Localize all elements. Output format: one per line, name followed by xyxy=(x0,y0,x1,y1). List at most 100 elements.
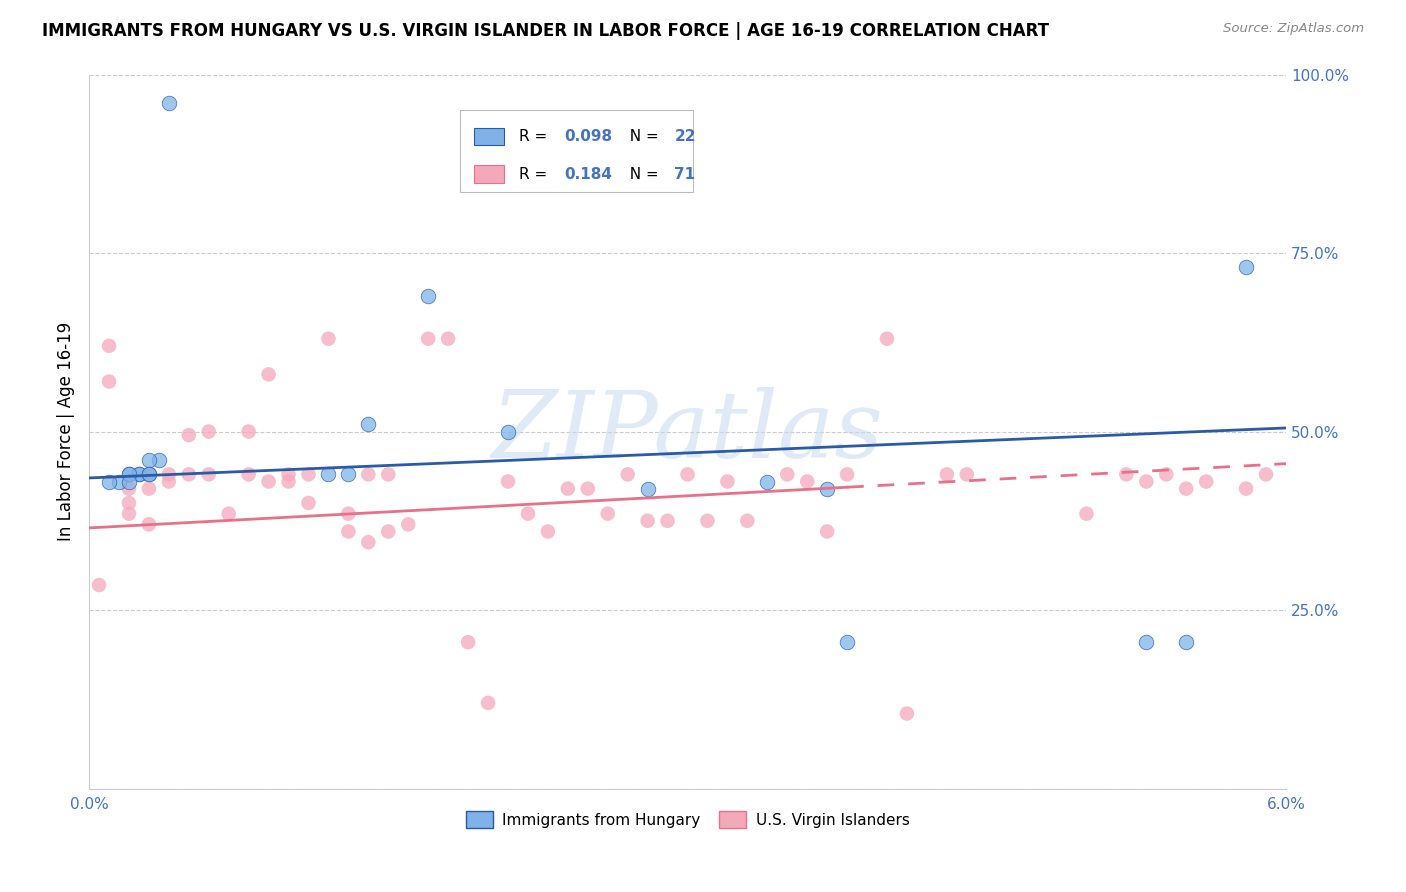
Point xyxy=(457,635,479,649)
Text: N =: N = xyxy=(620,129,664,144)
Point xyxy=(277,475,299,489)
Point xyxy=(418,332,440,346)
Point xyxy=(1135,475,1157,489)
Point xyxy=(477,696,499,710)
Point xyxy=(257,368,280,382)
Point xyxy=(337,467,360,482)
Point xyxy=(98,339,121,353)
Point xyxy=(657,514,679,528)
Point xyxy=(418,289,440,303)
Point xyxy=(157,467,180,482)
Point xyxy=(337,524,360,539)
Point xyxy=(496,425,519,439)
Point xyxy=(396,517,419,532)
Point xyxy=(1175,482,1198,496)
Y-axis label: In Labor Force | Age 16-19: In Labor Force | Age 16-19 xyxy=(58,322,75,541)
Point xyxy=(157,475,180,489)
Point xyxy=(108,475,131,489)
Point xyxy=(696,514,718,528)
Point xyxy=(1135,635,1157,649)
Point xyxy=(118,467,141,482)
Point xyxy=(377,524,399,539)
FancyBboxPatch shape xyxy=(460,111,693,193)
Point xyxy=(437,332,460,346)
Point xyxy=(138,453,160,467)
Point xyxy=(297,496,319,510)
Text: IMMIGRANTS FROM HUNGARY VS U.S. VIRGIN ISLANDER IN LABOR FORCE | AGE 16-19 CORRE: IMMIGRANTS FROM HUNGARY VS U.S. VIRGIN I… xyxy=(42,22,1049,40)
Point xyxy=(138,517,160,532)
Point xyxy=(496,475,519,489)
Point xyxy=(815,482,838,496)
Point xyxy=(835,635,858,649)
Point xyxy=(956,467,979,482)
FancyBboxPatch shape xyxy=(474,128,505,145)
Point xyxy=(815,524,838,539)
Point xyxy=(776,467,799,482)
Point xyxy=(297,467,319,482)
Point xyxy=(935,467,957,482)
Point xyxy=(337,507,360,521)
Point xyxy=(357,417,380,432)
Point xyxy=(557,482,579,496)
Point xyxy=(118,507,141,521)
Point xyxy=(197,467,219,482)
Text: R =: R = xyxy=(519,167,557,182)
Point xyxy=(756,475,779,489)
Point xyxy=(876,332,898,346)
Point xyxy=(277,467,299,482)
FancyBboxPatch shape xyxy=(474,165,505,183)
Text: 71: 71 xyxy=(675,167,696,182)
Point xyxy=(148,453,170,467)
Point xyxy=(118,475,141,489)
Point xyxy=(218,507,240,521)
Point xyxy=(357,467,380,482)
Point xyxy=(1234,260,1257,275)
Text: Source: ZipAtlas.com: Source: ZipAtlas.com xyxy=(1223,22,1364,36)
Point xyxy=(716,475,738,489)
Point xyxy=(138,467,160,482)
Point xyxy=(616,467,638,482)
Point xyxy=(118,496,141,510)
Point xyxy=(1175,635,1198,649)
Point xyxy=(1076,507,1098,521)
Point xyxy=(737,514,759,528)
Point xyxy=(128,467,150,482)
Point xyxy=(98,375,121,389)
Point xyxy=(896,706,918,721)
Point xyxy=(87,578,110,592)
Text: ZIPatlas: ZIPatlas xyxy=(492,386,883,476)
Point xyxy=(835,467,858,482)
Point xyxy=(596,507,619,521)
Point xyxy=(177,467,200,482)
Point xyxy=(1115,467,1137,482)
Point xyxy=(257,475,280,489)
Point xyxy=(1234,482,1257,496)
Point xyxy=(357,535,380,549)
Point xyxy=(238,425,260,439)
Text: R =: R = xyxy=(519,129,557,144)
Point xyxy=(1195,475,1218,489)
Point xyxy=(576,482,599,496)
Text: 0.098: 0.098 xyxy=(564,129,613,144)
Point xyxy=(118,482,141,496)
Point xyxy=(676,467,699,482)
Point xyxy=(128,467,150,482)
Point xyxy=(516,507,538,521)
Point xyxy=(118,467,141,482)
Point xyxy=(138,482,160,496)
Point xyxy=(377,467,399,482)
Point xyxy=(1154,467,1177,482)
Point xyxy=(138,467,160,482)
Point xyxy=(318,332,340,346)
Point xyxy=(1254,467,1277,482)
Point xyxy=(318,467,340,482)
Point xyxy=(238,467,260,482)
Point xyxy=(197,425,219,439)
Point xyxy=(157,96,180,111)
Text: 22: 22 xyxy=(675,129,696,144)
Point xyxy=(177,428,200,442)
Legend: Immigrants from Hungary, U.S. Virgin Islanders: Immigrants from Hungary, U.S. Virgin Isl… xyxy=(460,805,915,834)
Point xyxy=(637,514,659,528)
Point xyxy=(537,524,560,539)
Point xyxy=(796,475,818,489)
